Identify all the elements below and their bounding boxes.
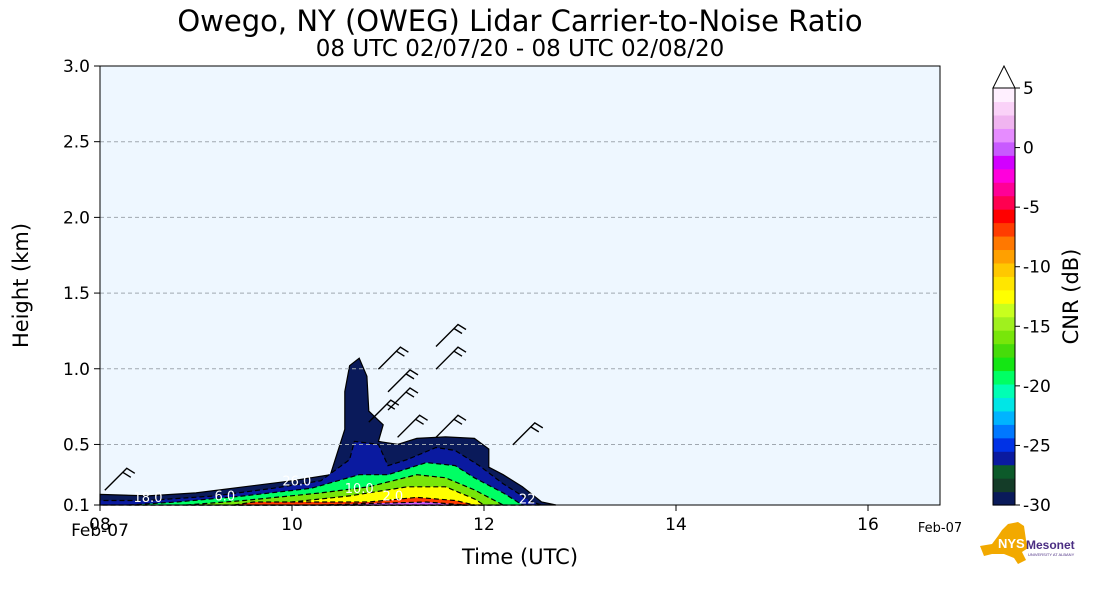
wind-barb — [368, 399, 400, 423]
colorbar-tick-label: -20 — [1023, 377, 1051, 397]
colorbar-swatch — [993, 222, 1015, 237]
colorbar-label: CNR (dB) — [1059, 249, 1083, 345]
colorbar-swatch — [993, 262, 1015, 277]
y-tick-label: 2.5 — [63, 133, 90, 153]
wind-barb — [397, 414, 428, 438]
colorbar-swatch — [993, 330, 1015, 345]
colorbar-tick-label: 0 — [1023, 139, 1034, 159]
wind-barb — [512, 421, 544, 446]
colorbar-swatch — [993, 397, 1015, 412]
colorbar-tick-label: -30 — [1023, 496, 1051, 516]
colorbar-swatch — [993, 168, 1015, 183]
colorbar-swatch — [993, 101, 1015, 116]
y-tick-label: 0.1 — [63, 496, 90, 516]
colorbar-swatch — [993, 114, 1015, 129]
colorbar-swatch — [993, 424, 1015, 439]
colorbar-tick-label: -5 — [1023, 198, 1040, 218]
y-tick-label: 1.0 — [63, 360, 90, 380]
y-tick-label: 3.0 — [63, 57, 90, 77]
wind-barb — [104, 467, 136, 491]
colorbar-swatch — [993, 451, 1015, 466]
colorbar-swatch — [993, 209, 1015, 224]
colorbar-swatch — [993, 155, 1015, 170]
x-axis-label: Time (UTC) — [461, 545, 578, 569]
y-tick-label: 2.0 — [63, 208, 90, 228]
x-tick-label: 14 — [665, 515, 687, 535]
chart-subtitle: 08 UTC 02/07/20 - 08 UTC 02/08/20 — [315, 36, 725, 62]
colorbar-swatch — [993, 437, 1015, 452]
colorbar-tick-label: -25 — [1023, 436, 1051, 456]
contour-label: 18.0 — [134, 491, 163, 506]
x-tick-label: 12 — [473, 515, 495, 535]
colorbar-swatch — [993, 88, 1015, 103]
colorbar-swatch — [993, 276, 1015, 291]
colorbar-swatch — [993, 128, 1015, 143]
colorbar-swatch — [993, 478, 1015, 493]
svg-text:UNIVERSITY AT ALBANY: UNIVERSITY AT ALBANY — [1028, 552, 1075, 557]
colorbar-swatch — [993, 316, 1015, 331]
plot-frame — [99, 65, 941, 506]
colorbar-swatch — [993, 491, 1015, 506]
colorbar-swatch — [993, 141, 1015, 156]
svg-text:Mesonet: Mesonet — [1026, 538, 1075, 552]
chart-title: Owego, NY (OWEG) Lidar Carrier-to-Noise … — [177, 4, 863, 38]
wind-barb — [387, 369, 419, 393]
colorbar-swatch — [993, 249, 1015, 264]
colorbar-swatch — [993, 289, 1015, 304]
colorbar-tick-label: -15 — [1023, 317, 1051, 337]
wind-barb — [435, 414, 467, 438]
colorbar-swatch — [993, 235, 1015, 251]
x-date-label: Feb-07 — [71, 521, 129, 541]
colorbar-swatch — [993, 410, 1015, 425]
nys-mesonet-logo: NYS Mesonet UNIVERSITY AT ALBANY — [980, 522, 1075, 564]
wind-barb — [435, 346, 467, 370]
contour-label: 6.0 — [214, 489, 235, 504]
y-axis-label: Height (km) — [9, 223, 33, 348]
colorbar-swatch — [993, 343, 1015, 358]
colorbar-swatch — [993, 195, 1015, 210]
contour-label: 22 — [519, 492, 536, 507]
y-tick-label: 0.5 — [63, 435, 90, 455]
contour-label: 10.0 — [345, 482, 374, 497]
colorbar-swatch — [993, 357, 1015, 372]
x-tick-label: 16 — [857, 515, 879, 535]
svg-text:NYS: NYS — [998, 536, 1025, 551]
colorbar-swatch — [993, 182, 1015, 197]
contour-label: 2.0 — [382, 489, 403, 504]
colorbar-swatch — [993, 303, 1015, 318]
plot-area — [100, 66, 940, 505]
x-tick-label: 08 — [89, 515, 111, 535]
wind-barb — [435, 323, 467, 347]
x-tick-label: 10 — [281, 515, 303, 535]
wind-barb — [377, 346, 409, 370]
colorbar-swatch — [993, 464, 1015, 479]
y-tick-label: 1.5 — [63, 284, 90, 304]
colorbar-swatch — [993, 383, 1015, 398]
colorbar-tick-label: -10 — [1023, 258, 1051, 278]
x-date-label: Feb-07 — [918, 521, 962, 536]
colorbar-extend-arrow — [992, 64, 1016, 89]
colorbar-frame — [992, 87, 1016, 506]
colorbar-tick-label: 5 — [1023, 79, 1034, 99]
colorbar-swatch — [993, 370, 1015, 385]
contour-label: 26.0 — [282, 474, 311, 489]
